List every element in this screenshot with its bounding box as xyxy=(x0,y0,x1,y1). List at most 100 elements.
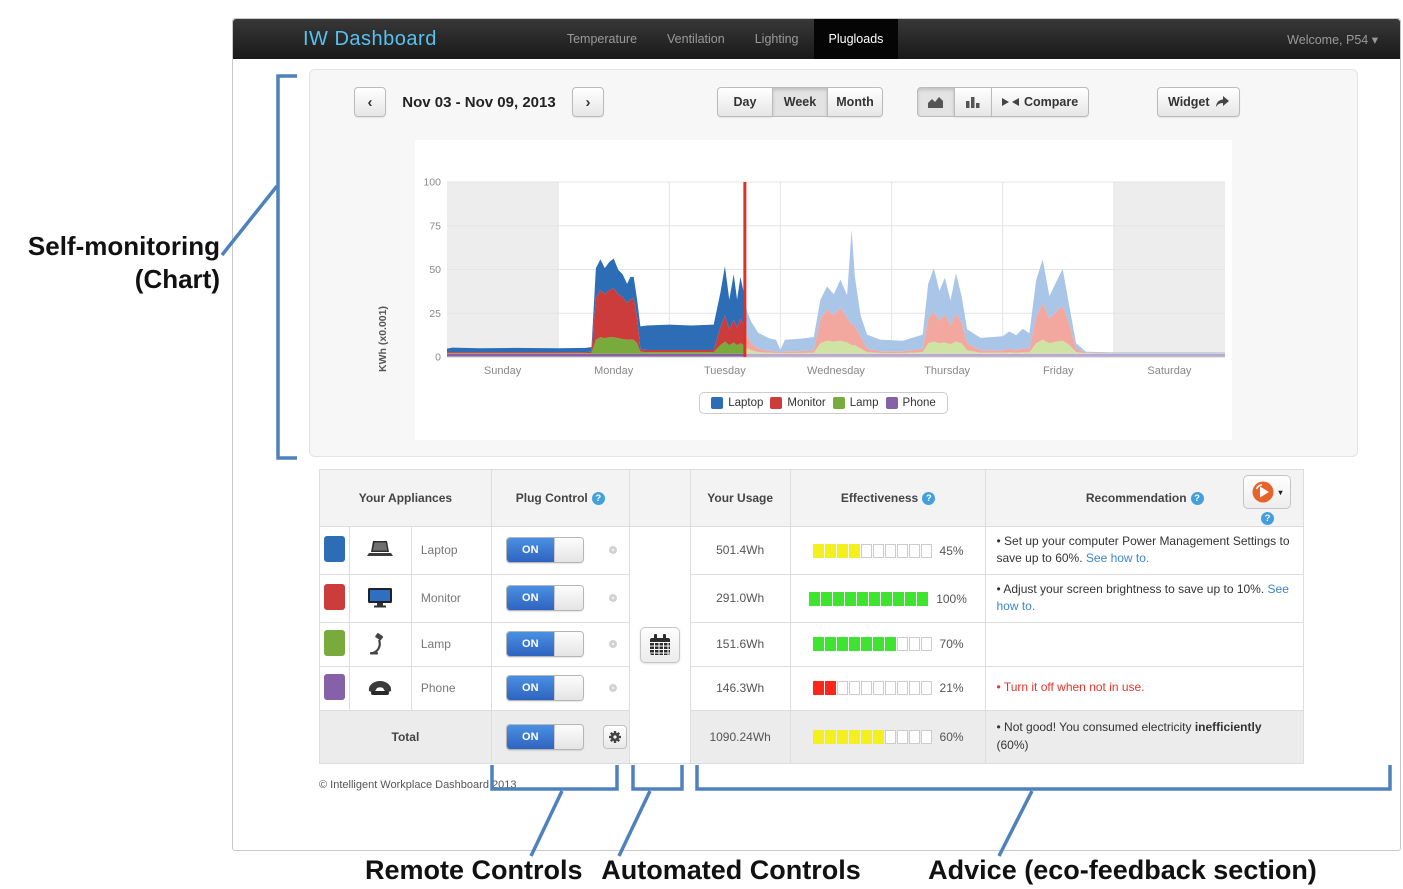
monitor-plug-toggle[interactable]: ON xyxy=(505,585,584,612)
self-monitoring-section: ‹ Nov 03 - Nov 09, 2013 › Day Week Month xyxy=(309,69,1358,457)
bar-chart-button[interactable] xyxy=(954,87,992,117)
recommendation-cell xyxy=(985,621,1304,667)
svg-text:Friday: Friday xyxy=(1043,365,1074,377)
chart-type-controls: Compare xyxy=(917,87,1090,117)
laptop-auto-indicator-icon[interactable] xyxy=(609,546,618,555)
prev-week-button[interactable]: ‹ xyxy=(354,87,386,117)
recommendation-info-icon[interactable]: ? xyxy=(1190,492,1204,506)
svg-text:50: 50 xyxy=(429,264,441,276)
monitor-color-swatch xyxy=(323,583,345,610)
monitor-icon xyxy=(368,587,393,608)
calendar-icon xyxy=(649,633,670,655)
svg-text:Monday: Monday xyxy=(594,365,634,377)
widget-button[interactable]: Widget xyxy=(1157,87,1240,117)
svg-text:Saturday: Saturday xyxy=(1147,365,1192,377)
legend-swatch-monitor xyxy=(770,397,783,409)
appliance-name: Laptop xyxy=(420,543,458,558)
appliance-name: Monitor xyxy=(420,591,461,606)
app-play-button[interactable]: ▾ xyxy=(1243,475,1291,509)
nav-item-lighting[interactable]: Lighting xyxy=(754,32,799,46)
compare-button[interactable]: Compare xyxy=(991,87,1090,117)
nav-item-plugloads[interactable]: Plugloads xyxy=(813,19,899,59)
table-row-total: Total ON 1090.24Wh 60% • Not good! You c… xyxy=(319,709,1304,764)
legend-item-lamp[interactable]: Lamp xyxy=(832,397,879,409)
app-info-icon[interactable]: ? xyxy=(1261,512,1274,525)
legend-item-monitor[interactable]: Monitor xyxy=(770,397,826,409)
chart-legend: Laptop Monitor Lamp Phone xyxy=(415,392,1232,414)
automated-controls-label: Automated Controls xyxy=(601,855,861,885)
legend-swatch-phone xyxy=(885,397,898,409)
laptop-icon xyxy=(367,540,394,556)
svg-text:0: 0 xyxy=(435,352,441,364)
svg-text:75: 75 xyxy=(429,220,441,232)
copyright-footer: © Intelligent Workplace Dashboard 2013 xyxy=(319,779,517,791)
phone-color-swatch xyxy=(323,673,345,700)
view-day-button[interactable]: Day xyxy=(717,87,773,117)
play-store-icon xyxy=(1252,481,1274,503)
y-axis-label: KWh (x0.001) xyxy=(377,306,389,372)
nav-item-temperature[interactable]: Temperature xyxy=(566,32,638,46)
settings-gear-button[interactable] xyxy=(603,724,628,749)
usage-value: 146.3Wh xyxy=(689,665,791,711)
effectiveness-info-icon[interactable]: ? xyxy=(922,492,936,506)
area-chart-button[interactable] xyxy=(917,87,955,117)
total-recommendation-cell: • Not good! You consumed electricity ine… xyxy=(985,709,1304,764)
nav-menu: Temperature Ventilation Lighting Plugloa… xyxy=(552,19,899,59)
see-how-to-link[interactable]: See how to. xyxy=(996,581,1289,614)
see-how-to-link[interactable]: See how to. xyxy=(1085,551,1150,566)
advice-label: Advice (eco-feedback section) xyxy=(928,855,1317,885)
welcome-label: Welcome, P54 xyxy=(1287,32,1369,47)
table-row-lamp: Lamp ON 151.6Wh 70% xyxy=(319,621,1304,667)
lamp-color-swatch xyxy=(323,629,345,656)
recommendation-cell: • Turn it off when not in use. xyxy=(985,665,1304,711)
bar-chart-icon xyxy=(966,97,980,108)
legend-swatch-lamp xyxy=(832,397,845,409)
area-chart-icon xyxy=(928,97,943,108)
header-your-usage: Your Usage xyxy=(689,469,791,527)
nav-item-ventilation[interactable]: Ventilation xyxy=(667,32,725,46)
remote-controls-label: Remote Controls xyxy=(365,855,583,885)
usage-value: 501.4Wh xyxy=(689,526,791,575)
effectiveness-percent: 21% xyxy=(939,681,964,696)
header-your-appliances: Your Appliances xyxy=(319,469,492,527)
phone-auto-indicator-icon[interactable] xyxy=(609,684,618,693)
legend-item-laptop[interactable]: Laptop xyxy=(711,397,763,409)
svg-text:Thursday: Thursday xyxy=(924,365,970,377)
total-plug-toggle[interactable]: ON xyxy=(505,723,584,750)
svg-text:25: 25 xyxy=(429,308,441,320)
legend-item-phone[interactable]: Phone xyxy=(885,397,936,409)
appliance-name: Phone xyxy=(420,681,456,696)
lamp-icon xyxy=(370,632,384,655)
effectiveness-bar xyxy=(812,637,932,652)
dashboard-screenshot: IW Dashboard Temperature Ventilation Lig… xyxy=(232,18,1401,851)
header-recommendation: Recommendation? ▾ ? xyxy=(985,469,1304,527)
phone-plug-toggle[interactable]: ON xyxy=(505,675,584,702)
recommendation-cell: • Set up your computer Power Management … xyxy=(985,526,1304,575)
total-effectiveness-percent: 60% xyxy=(939,729,964,744)
view-week-button[interactable]: Week xyxy=(772,87,828,117)
brand-logo[interactable]: IW Dashboard xyxy=(303,27,437,50)
usage-value: 291.0Wh xyxy=(689,573,791,623)
lamp-auto-indicator-icon[interactable] xyxy=(609,640,618,649)
schedule-calendar-button[interactable] xyxy=(639,626,680,663)
laptop-plug-toggle[interactable]: ON xyxy=(505,537,584,564)
view-month-button[interactable]: Month xyxy=(827,87,883,117)
monitor-auto-indicator-icon[interactable] xyxy=(609,594,618,603)
appliance-table: Your Appliances Plug Control? Your Usage… xyxy=(319,469,1304,764)
lamp-plug-toggle[interactable]: ON xyxy=(505,631,584,658)
table-row-monitor: Monitor ON 291.0Wh 100% • Adjust your sc… xyxy=(319,573,1304,623)
effectiveness-bar xyxy=(812,543,932,558)
user-menu[interactable]: Welcome, P54 ▾ xyxy=(1287,32,1378,47)
share-arrow-icon xyxy=(1215,96,1229,107)
total-usage-value: 1090.24Wh xyxy=(689,709,791,764)
view-switcher: Day Week Month xyxy=(717,87,883,117)
appliance-name: Lamp xyxy=(420,637,451,652)
next-week-button[interactable]: › xyxy=(572,87,604,117)
plug-control-info-icon[interactable]: ? xyxy=(591,492,605,506)
gear-icon xyxy=(609,730,622,743)
usage-value: 151.6Wh xyxy=(689,621,791,667)
table-header-row: Your Appliances Plug Control? Your Usage… xyxy=(319,469,1304,527)
legend-swatch-laptop xyxy=(711,397,724,409)
header-plug-control: Plug Control? xyxy=(490,469,630,527)
